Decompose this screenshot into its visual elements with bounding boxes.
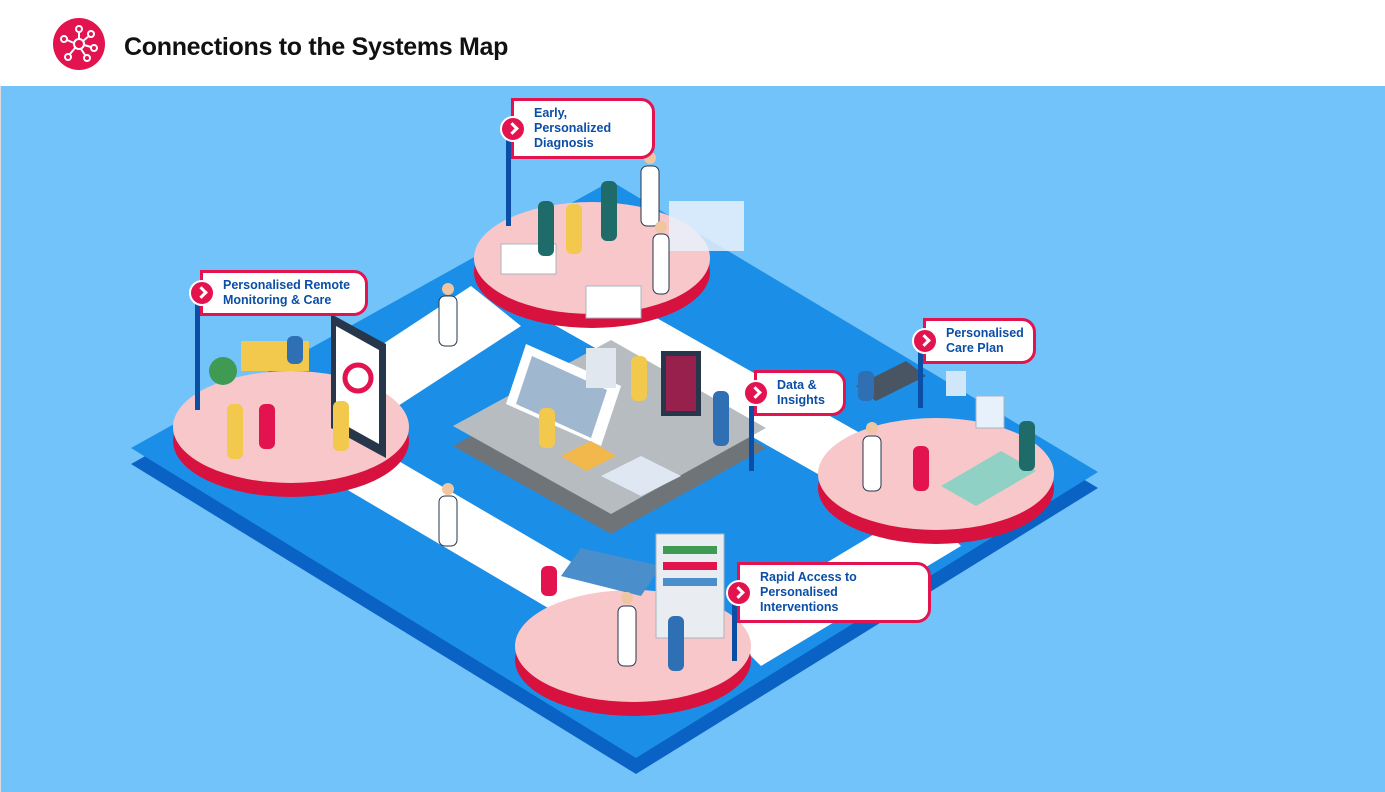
- label-pole-diagnosis: [506, 126, 511, 226]
- label-personalised-remote-monitoring[interactable]: Personalised Remote Monitoring & Care: [189, 270, 368, 316]
- pad-diagnosis: [474, 201, 744, 328]
- label-pole-care-plan: [918, 348, 923, 408]
- systems-map: Early, Personalized Diagnosis Personalis…: [1, 86, 1385, 792]
- people-figures: [227, 152, 1035, 671]
- label-data-insights[interactable]: Data & Insights: [743, 370, 846, 416]
- label-rapid-access-interventions[interactable]: Rapid Access to Personalised Interventio…: [726, 562, 931, 623]
- label-pole-interventions: [732, 596, 737, 661]
- label-early-personalized-diagnosis[interactable]: Early, Personalized Diagnosis: [500, 98, 655, 159]
- chevron-right-icon: [726, 579, 752, 606]
- chevron-right-icon: [500, 115, 526, 142]
- chevron-right-icon: [189, 280, 215, 306]
- page-title: Connections to the Systems Map: [124, 33, 509, 61]
- systems-map-illustration: [131, 152, 1098, 774]
- data-insights-block: [453, 340, 766, 534]
- chevron-right-icon: [912, 328, 938, 354]
- left-divider: [0, 86, 1, 792]
- label-pole-data-insights: [749, 406, 754, 471]
- label-pole-remote-monitoring: [195, 300, 200, 410]
- network-nodes-icon: [53, 18, 105, 70]
- label-personalised-care-plan[interactable]: Personalised Care Plan: [912, 318, 1036, 364]
- page-header: Connections to the Systems Map: [0, 0, 1385, 86]
- chevron-right-icon: [743, 380, 769, 406]
